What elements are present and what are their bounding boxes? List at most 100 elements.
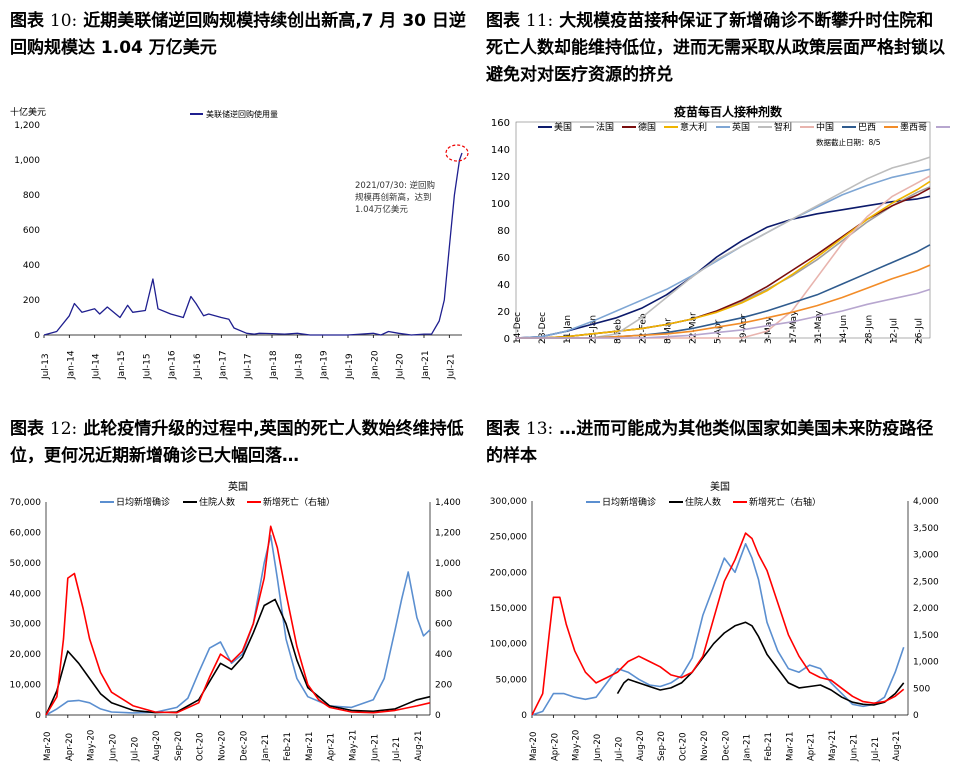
covid3-x-tick-label: Nov-20 <box>700 731 710 761</box>
y-tick-label: 250,000 <box>490 533 527 543</box>
repo-x-tick-label: Jul-18 <box>294 353 304 380</box>
panel-13-title-prefix: 图表 <box>486 419 520 439</box>
repo-x-tick-label: Jul-14 <box>92 353 102 380</box>
covid3-x-tick-label: Oct-20 <box>679 732 689 761</box>
covid2-x-tick-label: Mar-21 <box>305 732 315 761</box>
y-tick-label: 80 <box>497 226 510 237</box>
y-tick-label: 400 <box>23 261 40 271</box>
y-tick-label: 200 <box>23 296 40 306</box>
repo-x-tick-label: Jul-15 <box>142 353 152 380</box>
covid3-x-tick-label: Dec-20 <box>721 731 731 761</box>
covid2-x-tick-label: May-20 <box>87 730 97 761</box>
vaccine-x-tick-label: 25-Jan <box>588 315 598 344</box>
panel-11-title-text: 大规模疫苗接种保证了新增确诊不断攀升时住院和死亡人数却能维持低位，进而无需采取从… <box>486 11 945 85</box>
repo-x-tick-label: Jul-19 <box>345 353 355 380</box>
data-date-note: 数据截止日期：8/5 <box>816 137 881 147</box>
vaccine-x-tick-label: 8-Mar <box>664 318 674 344</box>
y-tick-label: 600 <box>23 226 40 236</box>
legend-label-0: 日均新增确诊 <box>116 496 170 508</box>
y2-tick-label: 3,000 <box>913 551 939 561</box>
y2-tick-label: 1,500 <box>913 631 939 641</box>
y-tick-label: 30,000 <box>10 620 42 630</box>
y-tick-label: 100 <box>491 199 510 210</box>
repo-x-tick-label: Jan-16 <box>168 350 178 380</box>
series-line-1 <box>616 621 905 706</box>
covid2-x-tick-label: Mar-20 <box>43 732 53 761</box>
y-tick-label: 20 <box>497 307 510 318</box>
covid2-x-tick-label: Jun-21 <box>370 734 380 762</box>
covid3-x-tick-label: Jun-21 <box>849 734 859 762</box>
covid2-x-tick-label: Oct-20 <box>196 732 206 761</box>
repo-x-tick-label: Jan-15 <box>117 350 127 380</box>
series-line-0 <box>531 543 905 716</box>
covid2-x-tick-label: Jun-20 <box>108 734 118 762</box>
panel-12-title: 图表 12: 此轮疫情升级的过程中,英国的死亡人数始终维持低位，更何况近期新增确… <box>10 416 470 470</box>
vaccine-x-tick-label: 26-Jul <box>914 318 924 344</box>
covid3-x-tick-label: Aug-21 <box>892 731 902 761</box>
series-line-5 <box>516 156 931 339</box>
legend-label-1: 住院人数 <box>199 496 235 508</box>
panel-11-title-number: 11: <box>525 11 554 31</box>
chart-title: 美国 <box>710 480 730 493</box>
vaccine-x-tick-label: 12-Jul <box>889 318 899 344</box>
covid3-x-tick-label: Jun-20 <box>593 734 603 762</box>
y-tick-label: 150,000 <box>490 604 527 614</box>
legend-label-2: 新增死亡（右轴） <box>263 496 335 508</box>
panel-10-title-text: 近期美联储逆回购规模持续创出新高,7 月 30 日逆回购规模达 1.04 万亿美… <box>10 11 466 58</box>
plot-frame <box>515 121 931 339</box>
covid3-x-tick-label: Jul-20 <box>614 737 624 762</box>
y-tick-label: 140 <box>491 145 510 156</box>
y-tick-label: 160 <box>491 118 510 129</box>
y2-tick-label: 1,400 <box>435 498 461 508</box>
panel-11-title: 图表 11: 大规模疫苗接种保证了新增确诊不断攀升时住院和死亡人数却能维持低位，… <box>486 8 948 89</box>
y2-tick-label: 200 <box>435 681 452 691</box>
y-tick-label: 0 <box>35 711 41 721</box>
vaccine-x-tick-label: 28-Jun <box>864 315 874 344</box>
vaccine-x-tick-label: 11-Jan <box>563 315 573 344</box>
covid2-x-tick-label: Apr-21 <box>327 733 337 761</box>
y-tick-label: 70,000 <box>10 498 42 508</box>
legend-label-1: 法国 <box>596 121 614 133</box>
y-tick-label: 800 <box>23 191 40 201</box>
chart-fed-reverse-repo: 十亿美元 0 200 400 600 800 1,000 1,200 Jul-13 Jan-14 J… <box>10 106 469 380</box>
y-tick-label: 60,000 <box>10 528 42 538</box>
covid2-x-tick-label: Aug-21 <box>414 731 424 761</box>
covid3-x-tick-label: Mar-21 <box>785 732 795 761</box>
covid3-x-tick-label: Apr-21 <box>807 733 817 761</box>
chart-vaccine-doses: 疫苗每百人接种剂数 0 20 40 60 80 100 120 140 160 14-Dec 28-D… <box>491 104 950 345</box>
y-tick-label: 1,200 <box>14 121 40 131</box>
series-line-0 <box>515 195 931 339</box>
panel-13-title: 图表 13: …进而可能成为其他类似国家如美国未来防疫路径的样本 <box>486 416 948 470</box>
y2-tick-label: 2,500 <box>913 577 939 587</box>
series-line-0 <box>45 534 431 716</box>
panel-10-title-number: 10: <box>49 11 78 31</box>
repo-x-tick-label: Jul-17 <box>244 353 254 380</box>
repo-x-tick-label: Jul-20 <box>396 353 406 380</box>
chart-us-covid: 美国 0 50,000 100,000 150,000 200,000 250,000 300… <box>490 480 939 762</box>
vaccine-x-tick-label: 14-Dec <box>513 312 523 344</box>
y2-tick-label: 0 <box>435 711 441 721</box>
covid2-x-tick-label: Sep-20 <box>174 731 184 761</box>
series-line-2 <box>45 525 431 716</box>
panel-12-title-text: 此轮疫情升级的过程中,英国的死亡人数始终维持低位，更何况近期新增确诊已大幅回落… <box>10 419 464 466</box>
legend-label-1: 住院人数 <box>685 496 721 508</box>
repo-x-tick-label: Jan-17 <box>218 350 228 380</box>
legend-label-8: 墨西哥 <box>900 122 927 133</box>
legend-label-0: 美国 <box>554 121 572 133</box>
legend-label-2: 德国 <box>638 121 656 133</box>
vaccine-x-tick-label: 14-Jun <box>839 315 849 344</box>
covid3-x-tick-label: Apr-20 <box>550 733 560 761</box>
covid3-x-tick-label: Mar-20 <box>529 732 539 761</box>
vaccine-x-tick-label: 31-May <box>814 310 824 344</box>
covid3-x-tick-label: Jul-21 <box>871 737 881 762</box>
panel-10-title-prefix: 图表 <box>10 11 44 31</box>
legend-label-3: 意大利 <box>680 121 707 133</box>
y-tick-label: 50,000 <box>496 675 528 685</box>
y2-tick-label: 600 <box>435 620 452 630</box>
y2-tick-label: 2,000 <box>913 604 939 614</box>
repo-x-tick-label: Jul-21 <box>446 353 456 380</box>
vaccine-x-tick-label: 17-May <box>789 310 799 344</box>
y2-tick-label: 800 <box>435 589 452 599</box>
y2-tick-label: 1,000 <box>913 658 939 668</box>
covid2-x-tick-label: Apr-20 <box>65 733 75 761</box>
